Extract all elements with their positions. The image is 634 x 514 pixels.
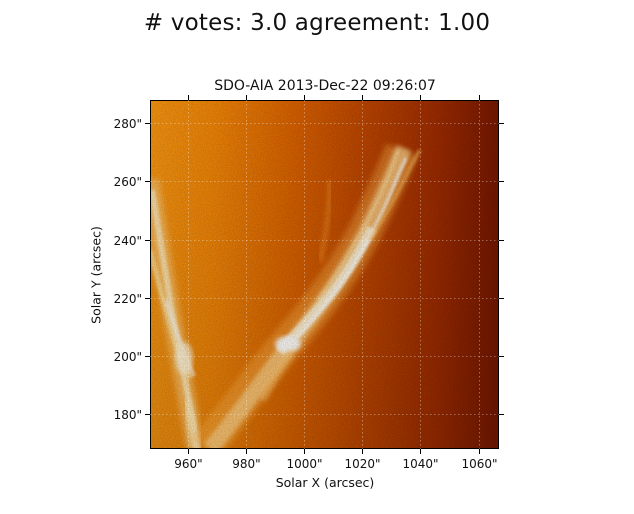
- x-tick-label: 1040": [402, 457, 438, 471]
- x-tick-label: 1000": [286, 457, 322, 471]
- y-tick-label: 280": [114, 117, 142, 131]
- y-tick-label: 260": [114, 175, 142, 189]
- x-tick-label: 980": [232, 457, 260, 471]
- x-tick-label: 1060": [461, 457, 497, 471]
- plot-frame: [150, 100, 499, 449]
- y-tick-label: 240": [114, 234, 142, 248]
- x-tick-label: 960": [174, 457, 202, 471]
- axis-ticks: 960" 980" 1000" 1020" 1040" 1060" 180" 200" 220"…: [114, 95, 504, 471]
- solar-image: [150, 100, 499, 449]
- y-tick-label: 200": [114, 350, 142, 364]
- plot-title: SDO-AIA 2013-Dec-22 09:26:07: [214, 78, 436, 94]
- y-tick-label: 220": [114, 292, 142, 306]
- x-tick-label: 1020": [344, 457, 380, 471]
- x-axis-label: Solar X (arcsec): [275, 475, 375, 490]
- figure-suptitle: # votes: 3.0 agreement: 1.00: [143, 10, 491, 36]
- y-tick-label: 180": [114, 408, 142, 422]
